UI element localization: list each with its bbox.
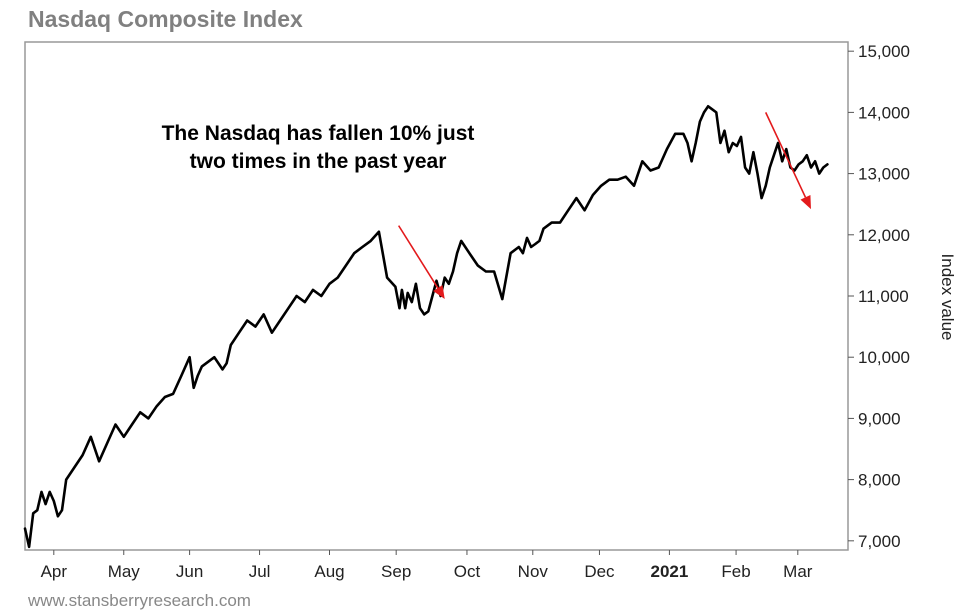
series-line	[23, 105, 829, 549]
y-tick-label: 15,000	[858, 42, 910, 61]
chart-title: Nasdaq Composite Index	[28, 6, 303, 32]
arrow-head	[433, 285, 445, 300]
arrow-head	[800, 194, 811, 210]
x-tick-label: Sep	[381, 562, 411, 581]
y-tick-label: 13,000	[858, 165, 910, 184]
y-tick-label: 14,000	[858, 103, 910, 122]
annotation-arrows	[397, 112, 811, 300]
source-url: www.stansberryresearch.com	[27, 591, 251, 610]
x-tick-label: Feb	[721, 562, 750, 581]
x-tick-label: Dec	[584, 562, 615, 581]
y-tick-label: 11,000	[858, 287, 909, 306]
annotation-line: The Nasdaq has fallen 10% just	[162, 122, 475, 145]
y-axis-label: Index value	[938, 254, 957, 341]
x-tick-label: Nov	[518, 562, 549, 581]
y-tick-label: 10,000	[858, 348, 910, 367]
x-tick-label: Oct	[454, 562, 481, 581]
axes: 7,000 8,000 9,000 10,000 11,000 12,000 13,000 1…	[41, 42, 910, 581]
x-tick-label: Aug	[314, 562, 344, 581]
x-tick-label: Jun	[176, 562, 203, 581]
y-tick-label: 12,000	[858, 226, 910, 245]
annotation-line: two times in the past year	[190, 150, 447, 173]
arrow-shaft	[397, 225, 439, 289]
x-tick-label: Mar	[783, 562, 813, 581]
y-tick-label: 9,000	[858, 409, 901, 428]
x-tick-label: May	[108, 562, 141, 581]
annotation-text: The Nasdaq has fallen 10% just two times …	[162, 122, 475, 173]
plot-area	[24, 41, 849, 551]
y-tick-label: 8,000	[858, 471, 901, 490]
y-tick-label: 7,000	[858, 532, 901, 551]
arrow-shaft	[764, 112, 807, 198]
x-tick-label: Apr	[41, 562, 68, 581]
x-tick-label: Jul	[249, 562, 271, 581]
x-tick-label: 2021	[650, 562, 688, 581]
series-layer	[23, 105, 829, 549]
